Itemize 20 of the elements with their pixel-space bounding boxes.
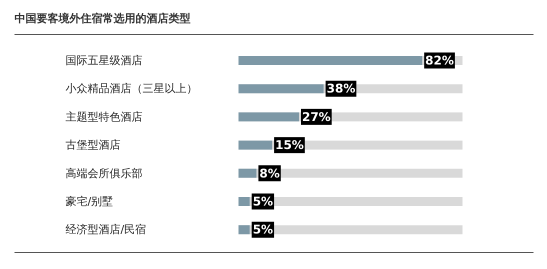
y-tick-label: 豪宅/别墅 [66, 195, 114, 208]
y-tick-label: 经济型酒店/民宿 [66, 223, 146, 236]
bar [238, 225, 250, 234]
data-label: 38% [326, 82, 356, 96]
bar [238, 197, 250, 206]
bar [238, 168, 256, 178]
data-label: 5% [252, 194, 274, 208]
y-tick-label: 小众精品酒店（三星以上） [66, 82, 198, 96]
y-tick-label: 主题型特色酒店 [66, 110, 142, 124]
text: 中国要客境外住宿常选用的酒店类型 [14, 12, 190, 25]
data-label: 27% [302, 110, 331, 124]
y-tick-label: 国际五星级酒店 [66, 54, 142, 67]
bar [238, 112, 299, 122]
data-label: 15% [275, 138, 304, 152]
bar [238, 140, 272, 150]
data-label: 82% [425, 54, 454, 68]
y-tick-label: 古堡型酒店 [66, 138, 120, 152]
data-label: 5% [252, 222, 274, 237]
data-label: 8% [259, 166, 280, 180]
y-tick-label: 高端会所俱乐部 [66, 166, 142, 180]
